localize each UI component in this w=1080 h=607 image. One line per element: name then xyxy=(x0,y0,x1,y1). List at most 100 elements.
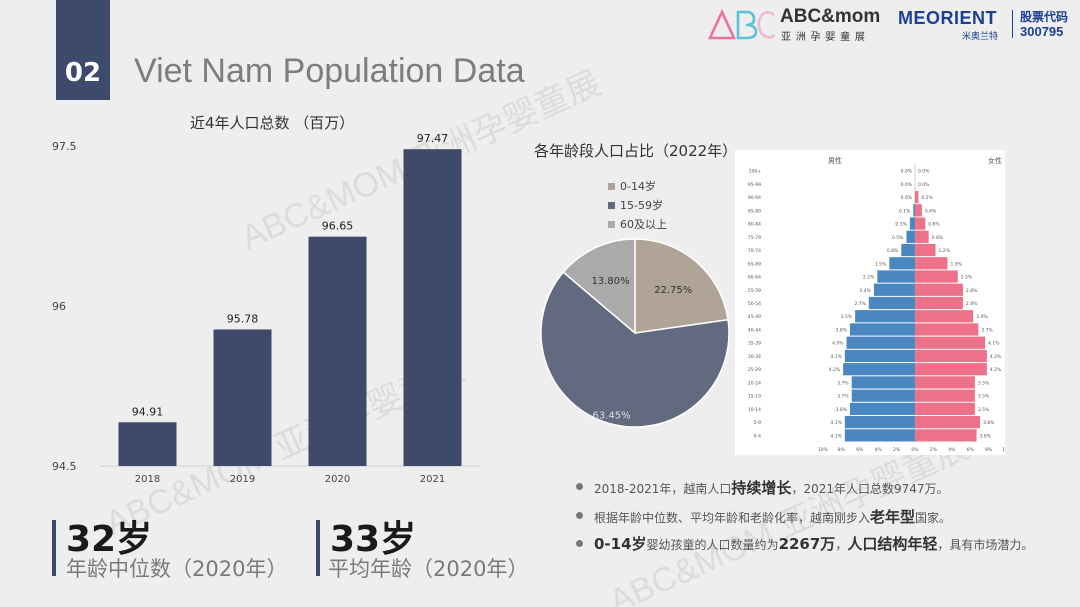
y-tick-label: 94.5 xyxy=(52,460,77,473)
pyramid-x-tick: 2% xyxy=(930,447,938,453)
stock-label: 股票代码 xyxy=(1020,10,1069,24)
pyramid-male-bar xyxy=(849,402,915,416)
pyramid-age-label: 0-4 xyxy=(754,433,761,439)
note-3-pre: 婴幼孩童的人口数量约为 xyxy=(646,538,779,552)
y-tick-label: 97.5 xyxy=(52,140,77,153)
x-tick-label: 2018 xyxy=(135,474,160,485)
pyramid-male-bar xyxy=(844,429,915,442)
pyramid-female-header: 女性 xyxy=(988,156,1002,165)
pie-slice-label: 22.75% xyxy=(654,285,692,296)
pyramid-age-label: 10-14 xyxy=(748,407,761,413)
stat-accent-bar xyxy=(52,520,56,576)
pyramid-male-label: 0.1% xyxy=(899,208,911,214)
population-bar xyxy=(118,422,177,466)
pyramid-female-label: 3.7% xyxy=(981,327,993,333)
pyramid-male-bar xyxy=(843,363,915,376)
stock-code: 300795 xyxy=(1020,24,1064,39)
abc-mom-logo: ABC&mom 亚 洲 孕 婴 童 展 xyxy=(706,6,886,43)
pyramid-male-bar xyxy=(889,257,915,270)
population-pyramid-chart: 男性 女性 0-4 4.1% 3.6% 5-9 4.1% 3.8% 10-14 3.8% 3.5% 1… xyxy=(748,156,1013,453)
pyramid-male-label: 0.0% xyxy=(901,169,913,175)
pyramid-female-bar xyxy=(915,349,987,363)
pyramid-female-label: 2.5% xyxy=(961,275,973,281)
pyramid-male-label: 0.0% xyxy=(901,195,913,201)
population-pyramid-panel: 男性 女性 0-4 4.1% 3.6% 5-9 4.1% 3.8% 10-14 3.8% 3.5% 1… xyxy=(735,150,1013,455)
pyramid-female-bar xyxy=(915,230,929,243)
pyramid-male-label: 3.8% xyxy=(836,407,848,413)
y-tick-label: 96 xyxy=(52,300,66,313)
note-1-pre: 2018-2021年，越南人口 xyxy=(594,482,732,496)
pyramid-x-tick: 8% xyxy=(985,447,993,453)
pyramid-female-bar xyxy=(915,296,963,310)
pyramid-female-label: 3.6% xyxy=(980,433,992,439)
abc-logo-mark-icon xyxy=(707,8,776,40)
pyramid-male-label: 2.2% xyxy=(863,275,875,281)
pyramid-female-label: 3.5% xyxy=(978,407,990,413)
pie-slice xyxy=(634,238,729,334)
pyramid-female-bar xyxy=(915,363,987,376)
pyramid-female-bar xyxy=(915,402,975,416)
note-3-post: ，具有市场潜力。 xyxy=(937,538,1034,552)
pyramid-age-label: 80-84 xyxy=(748,222,761,228)
pyramid-x-tick: 2% xyxy=(893,447,901,453)
note-3-mid: ， xyxy=(835,538,848,552)
pyramid-age-label: 60-64 xyxy=(748,275,761,281)
pyramid-male-bar xyxy=(906,230,915,243)
bar-value-label: 96.65 xyxy=(322,220,354,233)
population-bar xyxy=(308,236,367,466)
logo-meorient-text: MEORIENT xyxy=(898,8,998,28)
pie-legend: 0-14岁 15-59岁 60及以上 xyxy=(608,178,667,232)
pyramid-female-bar xyxy=(915,376,975,389)
pyramid-male-label: 0.0% xyxy=(901,182,913,188)
pyramid-x-tick: 6% xyxy=(856,447,864,453)
pyramid-x-tick: 8% xyxy=(838,447,846,453)
pyramid-male-label: 3.5% xyxy=(841,314,853,320)
pyramid-male-label: 4.1% xyxy=(830,420,842,426)
pyramid-female-label: 3.5% xyxy=(978,394,990,400)
population-chart-title: 近4年人口总数 （百万） xyxy=(190,114,355,132)
legend-swatch xyxy=(608,182,615,190)
population-bar xyxy=(403,149,462,466)
pyramid-male-label: 3.7% xyxy=(837,380,849,386)
pyramid-female-bar xyxy=(915,283,963,296)
average-age-value: 33岁 xyxy=(330,519,417,560)
pyramid-male-bar xyxy=(913,204,915,217)
legend-swatch xyxy=(608,201,615,209)
note-3-bold-2: 人口结构年轻 xyxy=(847,535,938,553)
age-pie-title: 各年龄段人口占比（2022年） xyxy=(534,142,738,160)
pie-slice xyxy=(540,271,730,428)
pyramid-male-label: 3.8% xyxy=(836,327,848,333)
pyramid-age-label: 20-24 xyxy=(748,380,761,386)
pyramid-male-bar xyxy=(851,376,915,389)
median-age-value: 32岁 xyxy=(66,519,153,560)
pyramid-x-tick: 6% xyxy=(967,447,975,453)
logo-divider xyxy=(1012,10,1013,38)
note-1-post: ，2021年人口总数9747万。 xyxy=(791,482,949,496)
pyramid-female-bar xyxy=(915,190,919,204)
note-2-bold: 老年型 xyxy=(870,508,916,526)
logo-meorient-cn: 米奥兰特 xyxy=(962,31,999,41)
pyramid-male-bar xyxy=(844,416,915,429)
population-bar-chart: 97.5 96 94.5 94.91 2018 95.78 2019 96.65 2020 97.… xyxy=(52,132,480,485)
slide-number: 02 xyxy=(56,0,110,100)
population-bar xyxy=(213,329,272,466)
pyramid-age-label: 30-34 xyxy=(748,354,761,360)
pyramid-age-label: 70-74 xyxy=(748,248,761,254)
pyramid-female-label: 0.4% xyxy=(925,208,937,214)
pyramid-female-label: 4.2% xyxy=(990,354,1002,360)
pyramid-female-bar xyxy=(915,217,926,230)
pyramid-female-bar xyxy=(915,243,936,257)
pyramid-x-tick: 10% xyxy=(1002,447,1005,453)
pyramid-age-label: 15-19 xyxy=(748,394,761,400)
legend-item-15-59: 15-59岁 xyxy=(608,197,667,213)
pyramid-male-bar xyxy=(877,270,915,283)
meorient-logo: MEORIENT 米奥兰特 股票代码 300795 xyxy=(898,8,1080,41)
legend-label: 60及以上 xyxy=(620,218,667,231)
pie-slice-label: 63.45% xyxy=(592,410,630,421)
pyramid-male-bar xyxy=(909,217,915,230)
pyramid-age-label: 25-29 xyxy=(748,367,761,373)
pyramid-age-label: 5-9 xyxy=(754,420,761,426)
pyramid-male-bar xyxy=(868,296,915,310)
pyramid-male-bar xyxy=(851,389,915,402)
pyramid-male-label: 0.5% xyxy=(892,235,904,241)
